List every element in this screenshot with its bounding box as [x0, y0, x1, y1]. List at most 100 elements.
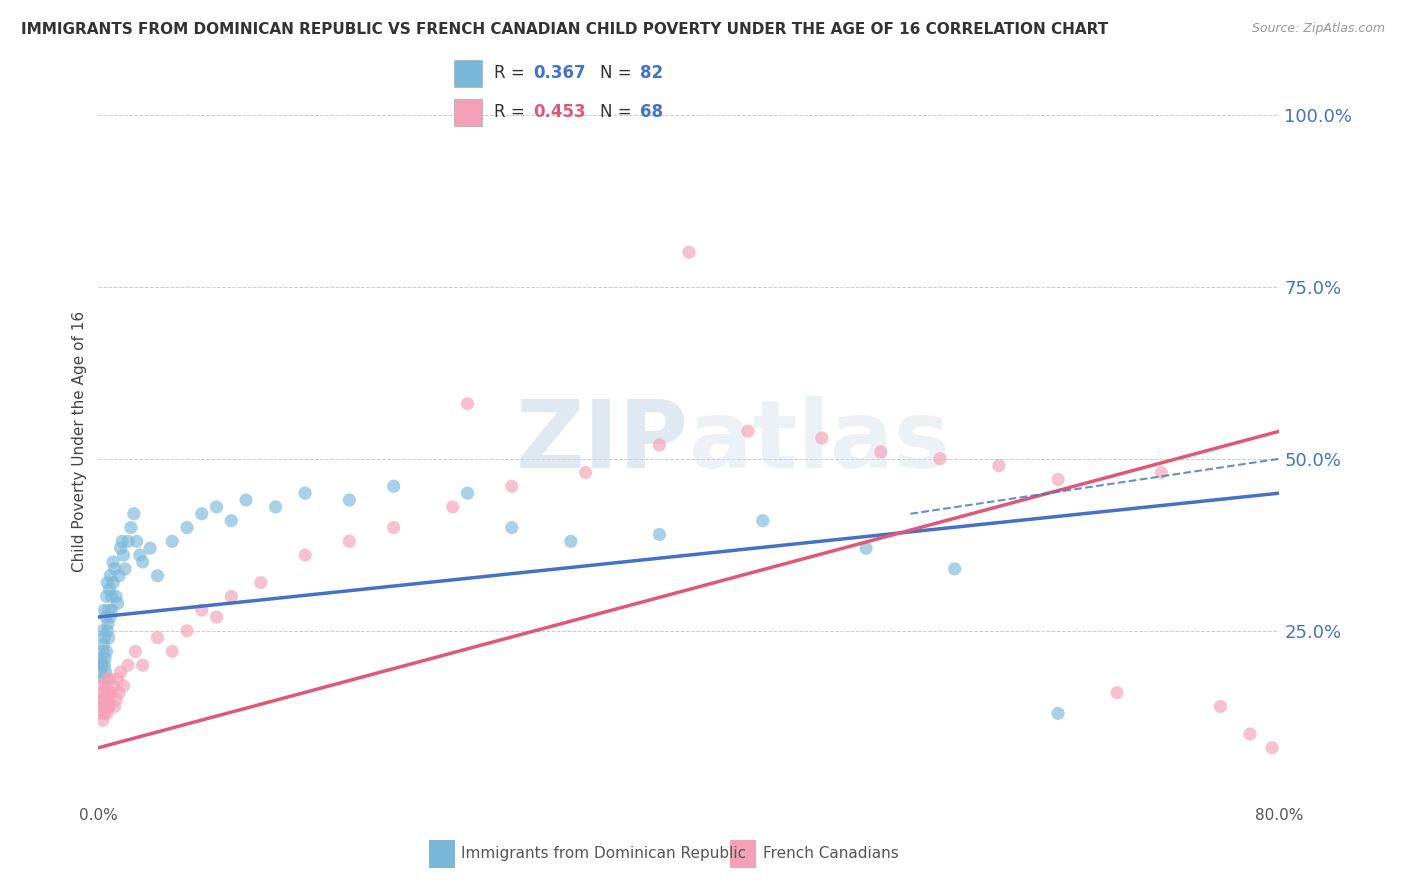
Point — [264, 500, 287, 514]
Text: N =: N = — [600, 103, 637, 121]
Point — [97, 616, 120, 631]
Point — [91, 713, 114, 727]
Point — [90, 699, 112, 714]
Point — [94, 610, 117, 624]
Point — [339, 534, 361, 549]
Bar — [454, 99, 482, 126]
Point — [91, 658, 114, 673]
Point — [1107, 686, 1129, 700]
Point — [97, 603, 120, 617]
Point — [112, 548, 135, 562]
Point — [811, 431, 834, 445]
Point — [648, 438, 671, 452]
Point — [1209, 699, 1232, 714]
Point — [97, 631, 120, 645]
Point — [94, 686, 117, 700]
Point — [96, 706, 118, 721]
Point — [117, 534, 139, 549]
Point — [103, 555, 125, 569]
Point — [96, 644, 118, 658]
Point — [752, 514, 775, 528]
Point — [98, 699, 121, 714]
Point — [501, 479, 523, 493]
Point — [111, 534, 134, 549]
Point — [250, 575, 273, 590]
Point — [124, 644, 146, 658]
Point — [91, 679, 114, 693]
Point — [929, 451, 952, 466]
Text: Source: ZipAtlas.com: Source: ZipAtlas.com — [1251, 22, 1385, 36]
Point — [90, 706, 112, 721]
Point — [100, 603, 122, 617]
Bar — [730, 840, 756, 868]
Point — [96, 624, 118, 638]
Point — [93, 672, 115, 686]
Text: 0.367: 0.367 — [533, 64, 585, 82]
Point — [96, 672, 118, 686]
Point — [1150, 466, 1173, 480]
Point — [94, 651, 117, 665]
Point — [1047, 706, 1070, 721]
Point — [104, 562, 127, 576]
Point — [91, 644, 114, 658]
Point — [110, 541, 132, 556]
Point — [132, 555, 155, 569]
Point — [94, 665, 117, 679]
Text: atlas: atlas — [689, 395, 950, 488]
Point — [120, 520, 142, 534]
Point — [146, 568, 169, 582]
Point — [108, 568, 131, 582]
Point — [93, 706, 115, 721]
Point — [457, 397, 479, 411]
Point — [560, 534, 582, 549]
Point — [107, 672, 129, 686]
Point — [98, 610, 121, 624]
Point — [162, 534, 183, 549]
Point — [855, 541, 877, 556]
Point — [1261, 740, 1284, 755]
Point — [122, 507, 145, 521]
Point — [103, 575, 125, 590]
Point — [114, 562, 136, 576]
Point — [93, 658, 115, 673]
Point — [93, 638, 115, 652]
Point — [176, 624, 198, 638]
Point — [125, 534, 148, 549]
Point — [90, 665, 112, 679]
Point — [105, 590, 128, 604]
Point — [870, 445, 893, 459]
Point — [105, 692, 128, 706]
Point — [132, 658, 155, 673]
Point — [146, 631, 169, 645]
Point — [108, 686, 131, 700]
Text: IMMIGRANTS FROM DOMINICAN REPUBLIC VS FRENCH CANADIAN CHILD POVERTY UNDER THE AG: IMMIGRANTS FROM DOMINICAN REPUBLIC VS FR… — [21, 22, 1108, 37]
Point — [97, 692, 120, 706]
Point — [162, 644, 183, 658]
Text: 0.453: 0.453 — [533, 103, 585, 121]
Point — [94, 679, 117, 693]
Point — [176, 520, 198, 534]
Point — [139, 541, 162, 556]
Point — [100, 686, 122, 700]
Point — [89, 692, 111, 706]
Point — [988, 458, 1011, 473]
Y-axis label: Child Poverty Under the Age of 16: Child Poverty Under the Age of 16 — [72, 311, 87, 572]
Point — [294, 548, 316, 562]
Point — [94, 699, 117, 714]
Point — [339, 493, 361, 508]
Point — [737, 424, 759, 438]
Point — [294, 486, 316, 500]
Point — [112, 679, 135, 693]
Point — [191, 603, 214, 617]
Point — [943, 562, 966, 576]
Point — [110, 665, 132, 679]
Point — [98, 672, 121, 686]
Point — [382, 479, 405, 493]
Point — [93, 631, 115, 645]
Point — [97, 699, 120, 714]
Point — [103, 679, 125, 693]
Point — [501, 520, 523, 534]
Point — [98, 568, 121, 582]
Point — [648, 527, 671, 541]
Text: 82: 82 — [640, 64, 662, 82]
